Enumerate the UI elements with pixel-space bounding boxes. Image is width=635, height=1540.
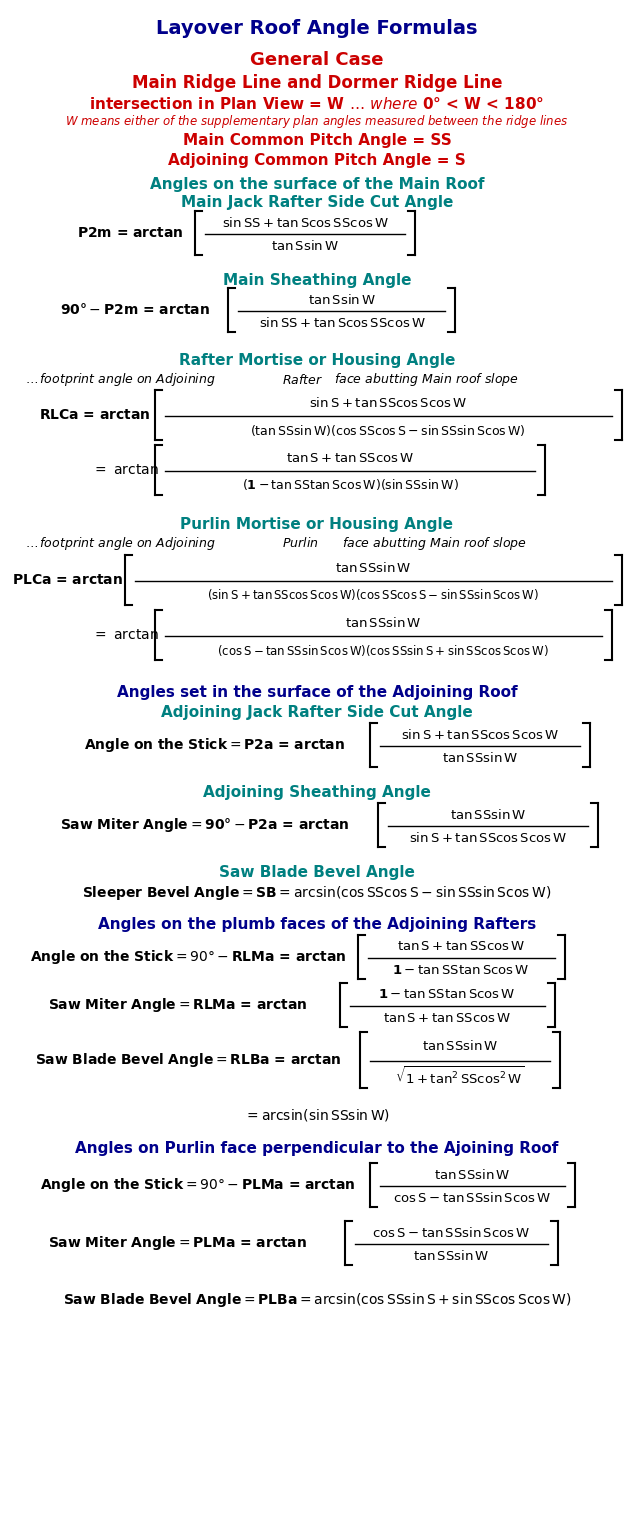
Text: Angles set in the surface of the Adjoining Roof: Angles set in the surface of the Adjoini… xyxy=(117,685,518,701)
Text: $\tan\mathrm{SS}\sin\mathrm{W}$: $\tan\mathrm{SS}\sin\mathrm{W}$ xyxy=(335,561,411,574)
Text: Purlin Mortise or Housing Angle: Purlin Mortise or Housing Angle xyxy=(180,516,453,531)
Text: $\mathit{\ face\ abutting\ Main\ roof\ slope}$: $\mathit{\ face\ abutting\ Main\ roof\ s… xyxy=(338,534,527,551)
Text: General Case: General Case xyxy=(250,51,384,69)
Text: $\tan\mathrm{SS}\sin\mathrm{W}$: $\tan\mathrm{SS}\sin\mathrm{W}$ xyxy=(450,808,526,822)
Text: $\mathbf{1}-\tan\mathrm{SS}\tan\mathrm{S}\cos\mathrm{W}$: $\mathbf{1}-\tan\mathrm{SS}\tan\mathrm{S… xyxy=(378,989,516,1001)
Text: $\mathbf{Angle\ on\ the\ Stick}=\mathbf{P2a}$ = arctan: $\mathbf{Angle\ on\ the\ Stick}=\mathbf{… xyxy=(84,736,345,755)
Text: Rafter Mortise or Housing Angle: Rafter Mortise or Housing Angle xyxy=(179,353,455,368)
Text: $\mathbf{Saw\ Miter\ Angle}=\mathbf{RLMa}$ = arctan: $\mathbf{Saw\ Miter\ Angle}=\mathbf{RLMa… xyxy=(48,996,308,1013)
Text: $\mathbf{Angle\ on\ the\ Stick}=90°-\mathbf{RLMa}$ = arctan: $\mathbf{Angle\ on\ the\ Stick}=90°-\mat… xyxy=(30,949,346,966)
Text: intersection in Plan View = W $\ldots$ $\it{where}$ 0° < W < 180°: intersection in Plan View = W $\ldots$ $… xyxy=(90,95,545,112)
Text: $\tan\mathrm{SS}\sin\mathrm{W}$: $\tan\mathrm{SS}\sin\mathrm{W}$ xyxy=(422,1040,498,1053)
Text: $\tan\mathrm{S}\sin\mathrm{W}$: $\tan\mathrm{S}\sin\mathrm{W}$ xyxy=(308,293,376,306)
Text: Adjoining Sheathing Angle: Adjoining Sheathing Angle xyxy=(203,785,431,801)
Text: $\tan\mathrm{SS}\sin\mathrm{W}$: $\tan\mathrm{SS}\sin\mathrm{W}$ xyxy=(345,616,421,630)
Text: $\sin\mathrm{S}+\tan\mathrm{SS}\cos\mathrm{S}\cos\mathrm{W}$: $\sin\mathrm{S}+\tan\mathrm{SS}\cos\math… xyxy=(401,728,559,742)
Text: Angles on Purlin face perpendicular to the Ajoining Roof: Angles on Purlin face perpendicular to t… xyxy=(76,1141,559,1155)
Text: $\mathbf{Saw\ Blade\ Bevel\ Angle}=\mathbf{RLBa}$ = arctan: $\mathbf{Saw\ Blade\ Bevel\ Angle}=\math… xyxy=(35,1050,341,1069)
Text: $\cos\mathrm{S}-\tan\mathrm{SS}\sin\mathrm{S}\cos\mathrm{W}$: $\cos\mathrm{S}-\tan\mathrm{SS}\sin\math… xyxy=(371,1226,530,1240)
Text: $\tan\mathrm{SS}\sin\mathrm{W}$: $\tan\mathrm{SS}\sin\mathrm{W}$ xyxy=(434,1167,511,1183)
Text: $\it{W\ means\ either\ of\ the\ supplementary\ plan\ angles\ measured\ between\ : $\it{W\ means\ either\ of\ the\ suppleme… xyxy=(65,112,568,129)
Text: $\tan\mathrm{S}+\tan\mathrm{SS}\cos\mathrm{W}$: $\tan\mathrm{S}+\tan\mathrm{SS}\cos\math… xyxy=(286,451,414,465)
Text: Main Ridge Line and Dormer Ridge Line: Main Ridge Line and Dormer Ridge Line xyxy=(131,74,502,92)
Text: $\mathbf{Angle\ on\ the\ Stick}=90°-\mathbf{PLMa}$ = arctan: $\mathbf{Angle\ on\ the\ Stick}=90°-\mat… xyxy=(40,1177,356,1194)
Text: $\tan\mathrm{SS}\sin\mathrm{W}$: $\tan\mathrm{SS}\sin\mathrm{W}$ xyxy=(442,752,518,765)
Text: $\mathbf{\mathit{Purlin}}$: $\mathbf{\mathit{Purlin}}$ xyxy=(282,536,319,550)
Text: $\ldots\,\mathit{footprint\ angle\ on\ Adjoining\ }$: $\ldots\,\mathit{footprint\ angle\ on\ A… xyxy=(25,371,216,388)
Text: Main Jack Rafter Side Cut Angle: Main Jack Rafter Side Cut Angle xyxy=(181,196,453,211)
Text: $(\sin\mathrm{S}+\tan\mathrm{SS}\cos\mathrm{S}\cos\mathrm{W})(\cos\mathrm{SS}\co: $(\sin\mathrm{S}+\tan\mathrm{SS}\cos\mat… xyxy=(207,587,539,602)
Text: $\mathbf{90°}-\mathbf{P2m}$ = arctan: $\mathbf{90°}-\mathbf{P2m}$ = arctan xyxy=(60,302,210,317)
Text: $\tan\mathrm{S}\sin\mathrm{W}$: $\tan\mathrm{S}\sin\mathrm{W}$ xyxy=(271,239,339,253)
Text: $\mathbf{Saw\ Miter\ Angle}=\mathbf{90°}-\mathbf{P2a}$ = arctan: $\mathbf{Saw\ Miter\ Angle}=\mathbf{90°}… xyxy=(60,816,350,835)
Text: Adjoining Jack Rafter Side Cut Angle: Adjoining Jack Rafter Side Cut Angle xyxy=(161,704,473,719)
Text: $(\cos\mathrm{S}-\tan\mathrm{SS}\sin\mathrm{S}\cos\mathrm{W})(\cos\mathrm{SS}\si: $(\cos\mathrm{S}-\tan\mathrm{SS}\sin\mat… xyxy=(217,642,549,658)
Text: $\mathbf{P2m}$ = arctan: $\mathbf{P2m}$ = arctan xyxy=(77,226,184,240)
Text: $\sin\mathrm{S}+\tan\mathrm{SS}\cos\mathrm{S}\cos\mathrm{W}$: $\sin\mathrm{S}+\tan\mathrm{SS}\cos\math… xyxy=(409,832,567,845)
Text: $\mathbf{\mathit{Rafter}}$: $\mathbf{\mathit{Rafter}}$ xyxy=(282,373,323,387)
Text: Main Sheathing Angle: Main Sheathing Angle xyxy=(223,273,411,288)
Text: $(\mathbf{1}-\tan\mathrm{SS}\tan\mathrm{S}\cos\mathrm{W})(\sin\mathrm{SS}\sin\ma: $(\mathbf{1}-\tan\mathrm{SS}\tan\mathrm{… xyxy=(241,477,458,493)
Text: $\sin\mathrm{SS}+\tan\mathrm{S}\cos\mathrm{SS}\cos\mathrm{W}$: $\sin\mathrm{SS}+\tan\mathrm{S}\cos\math… xyxy=(258,316,425,330)
Text: $\tan\mathrm{S}+\tan\mathrm{SS}\cos\mathrm{W}$: $\tan\mathrm{S}+\tan\mathrm{SS}\cos\math… xyxy=(383,1012,511,1024)
Text: $\tan\mathrm{SS}\sin\mathrm{W}$: $\tan\mathrm{SS}\sin\mathrm{W}$ xyxy=(413,1249,489,1263)
Text: Angles on the plumb faces of the Adjoining Rafters: Angles on the plumb faces of the Adjoini… xyxy=(98,916,536,932)
Text: $\mathbf{PLCa}$ = arctan: $\mathbf{PLCa}$ = arctan xyxy=(13,573,124,587)
Text: $\mathbf{RLCa}$ = arctan: $\mathbf{RLCa}$ = arctan xyxy=(39,408,150,422)
Text: $\mathbf{1}-\tan\mathrm{SS}\tan\mathrm{S}\cos\mathrm{W}$: $\mathbf{1}-\tan\mathrm{SS}\tan\mathrm{S… xyxy=(392,964,530,976)
Text: $\cos\mathrm{S}-\tan\mathrm{SS}\sin\mathrm{S}\cos\mathrm{W}$: $\cos\mathrm{S}-\tan\mathrm{SS}\sin\math… xyxy=(393,1190,551,1204)
Text: $=$ arctan: $=$ arctan xyxy=(91,464,158,477)
Text: $\sin\mathrm{S}+\tan\mathrm{SS}\cos\mathrm{S}\cos\mathrm{W}$: $\sin\mathrm{S}+\tan\mathrm{SS}\cos\math… xyxy=(309,396,467,410)
Text: Saw Blade Bevel Angle: Saw Blade Bevel Angle xyxy=(219,865,415,881)
Text: $\tan\mathrm{S}+\tan\mathrm{SS}\cos\mathrm{W}$: $\tan\mathrm{S}+\tan\mathrm{SS}\cos\math… xyxy=(397,941,525,953)
Text: $\sin\mathrm{SS}+\tan\mathrm{S}\cos\mathrm{SS}\cos\mathrm{W}$: $\sin\mathrm{SS}+\tan\mathrm{S}\cos\math… xyxy=(222,216,389,229)
Text: $\mathit{\ face\ abutting\ Main\ roof\ slope}$: $\mathit{\ face\ abutting\ Main\ roof\ s… xyxy=(330,371,519,388)
Text: $\mathbf{Saw\ Miter\ Angle}=\mathbf{PLMa}$ = arctan: $\mathbf{Saw\ Miter\ Angle}=\mathbf{PLMa… xyxy=(48,1234,307,1252)
Text: $\sqrt{1+\tan^2\mathrm{SS}\cos^2\mathrm{W}}$: $\sqrt{1+\tan^2\mathrm{SS}\cos^2\mathrm{… xyxy=(395,1066,525,1087)
Text: $\mathbf{Saw\ Blade\ Bevel\ Angle}=\mathbf{PLBa}=\mathrm{arcsin}(\cos\mathrm{SS}: $\mathbf{Saw\ Blade\ Bevel\ Angle}=\math… xyxy=(63,1291,572,1309)
Text: $=$ arctan: $=$ arctan xyxy=(91,628,158,642)
Text: Angles on the surface of the Main Roof: Angles on the surface of the Main Roof xyxy=(150,177,485,191)
Text: Main Common Pitch Angle = SS: Main Common Pitch Angle = SS xyxy=(183,134,451,148)
Text: $=\mathrm{arcsin}(\sin\mathrm{SS}\sin\mathrm{W})$: $=\mathrm{arcsin}(\sin\mathrm{SS}\sin\ma… xyxy=(244,1107,390,1123)
Text: $(\tan\mathrm{SS}\sin\mathrm{W})(\cos\mathrm{SS}\cos\mathrm{S}-\sin\mathrm{SS}\s: $(\tan\mathrm{SS}\sin\mathrm{W})(\cos\ma… xyxy=(250,422,526,437)
Text: Layover Roof Angle Formulas: Layover Roof Angle Formulas xyxy=(156,18,478,37)
Text: $\mathbf{Sleeper\ Bevel\ Angle}=\mathbf{SB}=\mathrm{arcsin}(\cos\mathrm{SS}\cos\: $\mathbf{Sleeper\ Bevel\ Angle}=\mathbf{… xyxy=(83,884,552,902)
Text: Adjoining Common Pitch Angle = S: Adjoining Common Pitch Angle = S xyxy=(168,152,466,168)
Text: $\ldots\,\mathit{footprint\ angle\ on\ Adjoining\ }$: $\ldots\,\mathit{footprint\ angle\ on\ A… xyxy=(25,534,216,551)
